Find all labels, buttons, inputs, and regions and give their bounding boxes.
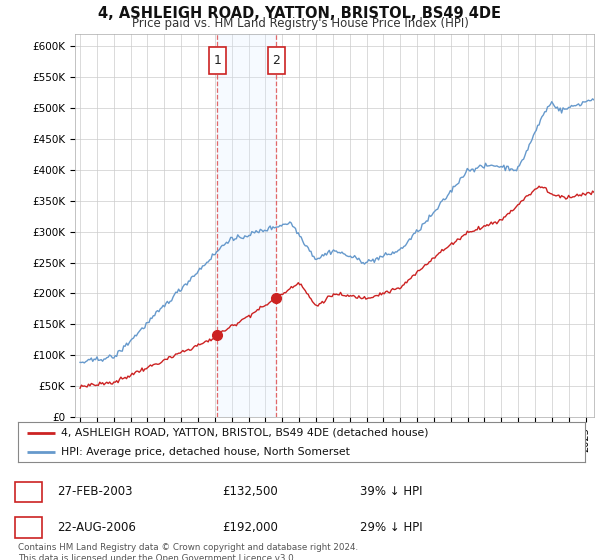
Text: 22-AUG-2006: 22-AUG-2006 bbox=[57, 521, 136, 534]
Text: Price paid vs. HM Land Registry's House Price Index (HPI): Price paid vs. HM Land Registry's House … bbox=[131, 17, 469, 30]
FancyBboxPatch shape bbox=[209, 47, 226, 74]
Text: 2: 2 bbox=[24, 521, 33, 534]
Text: Contains HM Land Registry data © Crown copyright and database right 2024.
This d: Contains HM Land Registry data © Crown c… bbox=[18, 543, 358, 560]
Text: 4, ASHLEIGH ROAD, YATTON, BRISTOL, BS49 4DE (detached house): 4, ASHLEIGH ROAD, YATTON, BRISTOL, BS49 … bbox=[61, 428, 428, 438]
Text: 39% ↓ HPI: 39% ↓ HPI bbox=[360, 485, 422, 498]
Text: 1: 1 bbox=[214, 54, 221, 67]
Text: 1: 1 bbox=[24, 485, 33, 498]
Text: HPI: Average price, detached house, North Somerset: HPI: Average price, detached house, Nort… bbox=[61, 447, 349, 457]
Text: £132,500: £132,500 bbox=[222, 485, 278, 498]
Bar bbox=[217, 34, 277, 417]
Text: £192,000: £192,000 bbox=[222, 521, 278, 534]
Text: 4, ASHLEIGH ROAD, YATTON, BRISTOL, BS49 4DE: 4, ASHLEIGH ROAD, YATTON, BRISTOL, BS49 … bbox=[98, 6, 502, 21]
Text: 2: 2 bbox=[272, 54, 280, 67]
Text: 27-FEB-2003: 27-FEB-2003 bbox=[57, 485, 133, 498]
FancyBboxPatch shape bbox=[268, 47, 284, 74]
Text: 29% ↓ HPI: 29% ↓ HPI bbox=[360, 521, 422, 534]
